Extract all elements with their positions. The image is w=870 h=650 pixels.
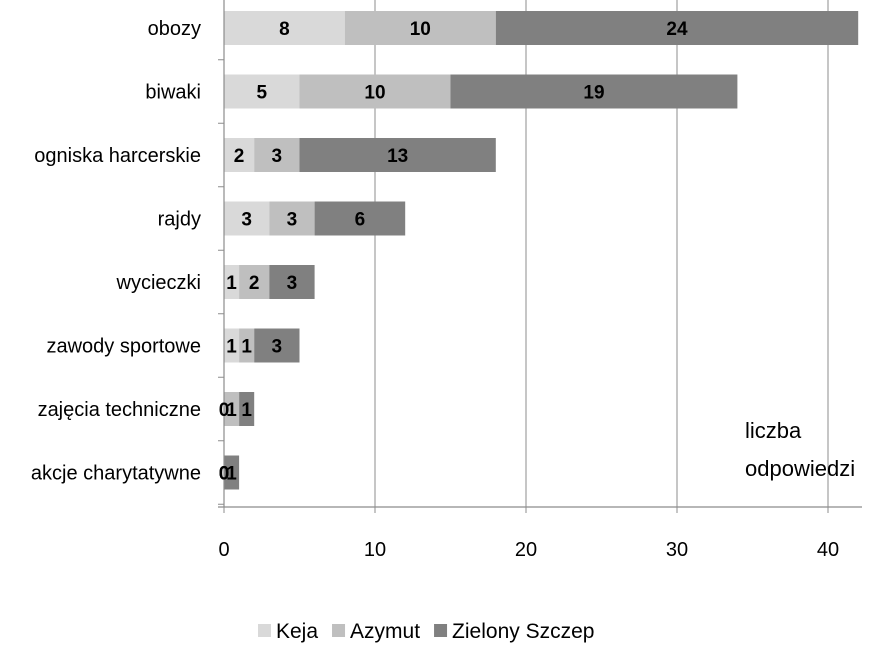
legend-label: Azymut <box>350 620 420 643</box>
bar-segment <box>299 138 496 172</box>
data-label: 1 <box>241 400 252 421</box>
data-label: 6 <box>355 210 366 231</box>
data-label: 1 <box>226 337 237 358</box>
bar-segment <box>224 11 345 45</box>
data-label: 3 <box>241 210 252 231</box>
data-label: 3 <box>287 210 298 231</box>
bar-segment <box>314 201 406 236</box>
bar-segment <box>254 138 300 172</box>
bar-segment <box>239 265 270 299</box>
axis-note-line1: liczba <box>745 418 802 443</box>
x-tick-label: 20 <box>515 539 537 561</box>
data-label: 1 <box>241 337 252 358</box>
data-label: 8 <box>279 19 290 40</box>
bar-segment <box>224 201 270 236</box>
data-label: 0 <box>219 464 230 485</box>
x-tick-label: 0 <box>218 539 229 561</box>
category-label: akcje charytatywne <box>31 463 201 485</box>
bar-segment <box>224 265 240 299</box>
bar-segment <box>239 392 255 426</box>
data-label: 1 <box>226 400 237 421</box>
category-label: zawody sportowe <box>46 336 201 358</box>
data-label: 1 <box>226 464 237 485</box>
data-label: 3 <box>272 337 283 358</box>
data-label: 24 <box>666 19 688 40</box>
legend-label: Zielony Szczep <box>452 620 594 643</box>
bar-segment <box>254 328 300 363</box>
data-label: 5 <box>256 83 267 104</box>
legend-swatch <box>332 624 346 637</box>
data-label: 0 <box>219 464 230 485</box>
bar-segment <box>269 201 315 236</box>
bar-segment <box>224 455 240 490</box>
category-labels: obozy biwaki ogniska harcerskie rajdy wyciec… <box>31 18 201 485</box>
data-label: 1 <box>226 273 237 294</box>
category-label: rajdy <box>158 209 201 231</box>
bars <box>224 11 859 490</box>
axis-note-line2: odpowiedzi <box>745 456 855 481</box>
bar-segment <box>224 328 240 363</box>
data-label: 2 <box>249 273 260 294</box>
x-tick-label: 30 <box>666 539 688 561</box>
bar-segment <box>299 74 451 109</box>
bar-segment <box>224 74 300 109</box>
bar-segment <box>224 392 240 426</box>
data-label: 13 <box>387 146 408 167</box>
data-label: 3 <box>287 273 298 294</box>
bar-segment <box>224 138 255 172</box>
data-label: 3 <box>272 146 283 167</box>
x-tick-label: 10 <box>364 539 386 561</box>
x-tick-labels: 0 10 20 30 40 <box>218 539 839 561</box>
data-label: 2 <box>234 146 245 167</box>
axes <box>218 0 862 513</box>
bar-segment <box>495 11 859 45</box>
data-label: 10 <box>410 19 431 40</box>
bar-segment <box>269 265 315 299</box>
bar-segment <box>239 328 255 363</box>
data-label: 0 <box>219 400 230 421</box>
legend-swatch <box>434 624 448 637</box>
data-label: 19 <box>583 83 604 104</box>
category-label: biwaki <box>145 82 201 104</box>
category-label: wycieczki <box>116 272 201 294</box>
data-label: 10 <box>364 83 385 104</box>
category-label: ogniska harcerskie <box>34 145 201 167</box>
legend-label: Keja <box>276 620 318 643</box>
legend: Keja Azymut Zielony Szczep <box>258 620 594 643</box>
category-label: obozy <box>148 18 201 40</box>
category-label: zajęcia techniczne <box>38 399 201 421</box>
bar-segment <box>450 74 738 109</box>
legend-swatch <box>258 624 271 637</box>
bar-segment <box>344 11 496 45</box>
x-tick-label: 40 <box>817 539 839 561</box>
